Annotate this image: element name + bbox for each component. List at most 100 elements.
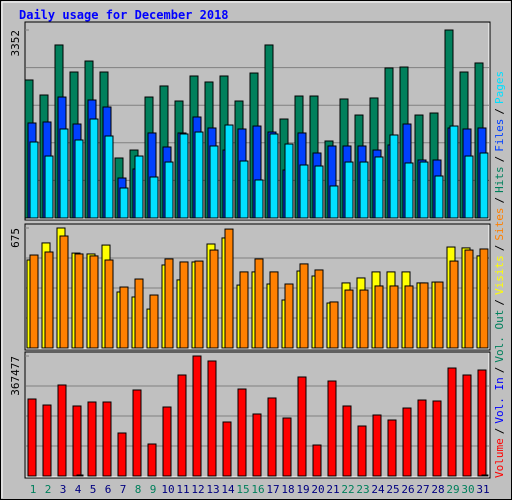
bar xyxy=(209,145,219,219)
legend-separator: / xyxy=(493,156,506,163)
x-tick-label: 17 xyxy=(266,483,279,496)
bar xyxy=(419,161,429,219)
bar xyxy=(359,161,369,219)
x-tick-label: 20 xyxy=(311,483,324,496)
bar xyxy=(209,249,219,349)
bar xyxy=(162,406,172,477)
x-tick-label: 8 xyxy=(135,483,142,496)
bar xyxy=(359,289,369,349)
x-tick-label: 15 xyxy=(236,483,249,496)
bar xyxy=(44,155,54,219)
bar xyxy=(104,135,114,219)
x-tick-label: 11 xyxy=(176,483,189,496)
bar xyxy=(372,414,382,477)
x-tick-label: 27 xyxy=(416,483,429,496)
bar xyxy=(102,401,112,477)
bar xyxy=(134,155,144,219)
x-tick-label: 2 xyxy=(45,483,52,496)
legend-entry: Visits xyxy=(493,255,506,295)
legend-entry: Vol. In xyxy=(493,377,506,423)
legend: Volume / Vol. In / Vol. Out / Visits / Sites / Hit… xyxy=(493,71,506,478)
bar xyxy=(179,133,189,219)
bar xyxy=(177,374,187,477)
bar xyxy=(239,160,249,219)
bar xyxy=(269,133,279,219)
x-tick-label: 23 xyxy=(356,483,369,496)
bar xyxy=(222,421,232,477)
x-tick-label: 6 xyxy=(105,483,112,496)
bar xyxy=(434,175,444,219)
bar xyxy=(374,285,384,349)
bar xyxy=(479,248,489,349)
chart-title: Daily usage for December 2018 xyxy=(19,8,229,22)
legend-separator: / xyxy=(493,108,506,115)
bar xyxy=(297,376,307,477)
bar xyxy=(237,388,247,477)
legend-separator: / xyxy=(493,299,506,306)
y-tick-label: 3352 xyxy=(9,30,22,57)
legend-entry: Volume xyxy=(493,438,506,478)
bar xyxy=(254,258,264,349)
bar xyxy=(314,269,324,349)
bar xyxy=(327,380,337,477)
x-tick-label: 13 xyxy=(206,483,219,496)
bar xyxy=(194,131,204,219)
y-tick-label: 675 xyxy=(9,228,22,248)
bar xyxy=(149,294,159,349)
bar xyxy=(119,187,129,219)
bar xyxy=(312,444,322,477)
bar xyxy=(224,124,234,219)
bar xyxy=(284,283,294,349)
bar xyxy=(76,474,84,477)
bar xyxy=(119,286,129,349)
bar xyxy=(404,285,414,349)
bar xyxy=(59,235,69,349)
x-tick-label: 3 xyxy=(60,483,67,496)
bar xyxy=(344,289,354,349)
legend-entry: Pages xyxy=(493,71,506,104)
x-tick-label: 30 xyxy=(461,483,474,496)
bar xyxy=(179,261,189,349)
x-tick-label: 26 xyxy=(401,483,414,496)
bar xyxy=(132,389,142,477)
legend-entry: Sites xyxy=(493,208,506,241)
bar xyxy=(299,164,309,219)
bar xyxy=(479,152,489,219)
bar xyxy=(389,134,399,219)
bar xyxy=(74,139,84,219)
bar xyxy=(87,401,97,477)
legend-separator: / xyxy=(493,245,506,252)
bar xyxy=(329,185,339,219)
bar xyxy=(269,271,279,349)
bar xyxy=(387,419,397,477)
bar xyxy=(192,355,202,477)
x-tick-label: 31 xyxy=(476,483,489,496)
bar xyxy=(464,249,474,349)
bar xyxy=(239,271,249,349)
legend-separator: / xyxy=(493,367,506,374)
bar xyxy=(481,474,489,477)
bar xyxy=(252,413,262,477)
bar xyxy=(57,384,67,477)
legend-separator: / xyxy=(493,197,506,204)
bar xyxy=(329,301,339,349)
x-tick-label: 18 xyxy=(281,483,294,496)
x-tick-label: 14 xyxy=(221,483,235,496)
x-tick-label: 16 xyxy=(251,483,264,496)
bar xyxy=(224,228,234,349)
bar xyxy=(432,400,442,477)
x-tick-label: 5 xyxy=(90,483,97,496)
bar xyxy=(29,141,39,219)
bar xyxy=(27,398,37,477)
x-tick-label: 4 xyxy=(75,483,82,496)
bar xyxy=(104,259,114,349)
y-tick-label: 367477 xyxy=(9,356,22,396)
bar xyxy=(357,425,367,477)
bar xyxy=(149,176,159,219)
legend-entry: Files xyxy=(493,119,506,152)
bar xyxy=(254,179,264,219)
bar xyxy=(477,369,487,477)
bar xyxy=(342,405,352,477)
bar xyxy=(42,404,52,477)
